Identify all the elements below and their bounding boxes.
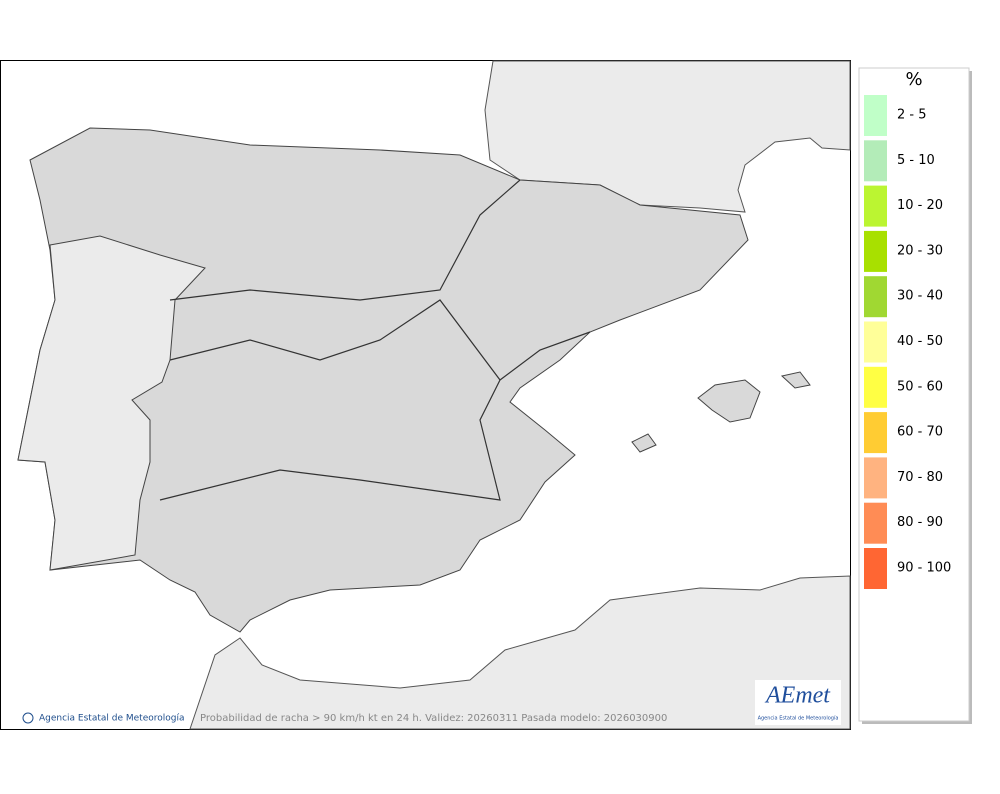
legend-label: 5 - 10: [897, 153, 935, 168]
caption: Probabilidad de racha > 90 km/h kt en 24…: [200, 713, 667, 724]
legend-label: 40 - 50: [897, 334, 943, 349]
legend-swatch: [864, 457, 887, 499]
legend-swatch: [864, 140, 887, 182]
legend-label: 70 - 80: [897, 470, 943, 485]
credit: Agencia Estatal de Meteorología: [39, 714, 185, 724]
legend-label: 20 - 30: [897, 243, 943, 258]
legend-items: 2 - 5 5 - 10 10 - 20 20 - 30 30 - 40 40 - 50 5…: [864, 95, 951, 589]
mallorca: [697, 379, 761, 423]
legend-label: 60 - 70: [897, 425, 943, 440]
ibiza: [631, 433, 657, 453]
legend-label: 80 - 90: [897, 515, 943, 530]
portugal: [17, 235, 206, 571]
legend-label: 2 - 5: [897, 108, 927, 123]
logo-subtitle: Agencia Estatal de Meteorología: [758, 715, 839, 722]
legend-label: 30 - 40: [897, 289, 943, 304]
legend-swatch: [864, 230, 887, 272]
legend-swatch: [864, 185, 887, 227]
legend-swatch: [864, 366, 887, 408]
region-borders: [169, 179, 521, 301]
legend-label: 10 - 20: [897, 198, 943, 213]
region-borders: [499, 331, 591, 381]
legend-swatch: [864, 95, 887, 136]
legend-swatch: [864, 502, 887, 544]
region-borders: [159, 299, 501, 501]
legend-swatch: [864, 321, 887, 363]
legend-title: %: [905, 69, 922, 90]
copyright-icon: [22, 712, 34, 724]
legend-swatch: [864, 276, 887, 318]
logo-box: [755, 680, 841, 725]
legend-swatch: [864, 412, 887, 454]
africa: [189, 575, 851, 730]
logo: AEmet: [764, 683, 831, 709]
legend-swatch: [864, 548, 887, 589]
map: [17, 60, 851, 730]
france: [484, 60, 851, 213]
legend-label: 50 - 60: [897, 379, 943, 394]
legend-label: 90 - 100: [897, 561, 951, 576]
menorca: [780, 371, 811, 389]
